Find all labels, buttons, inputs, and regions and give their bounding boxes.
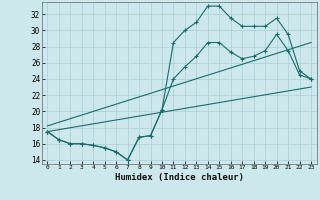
X-axis label: Humidex (Indice chaleur): Humidex (Indice chaleur): [115, 173, 244, 182]
